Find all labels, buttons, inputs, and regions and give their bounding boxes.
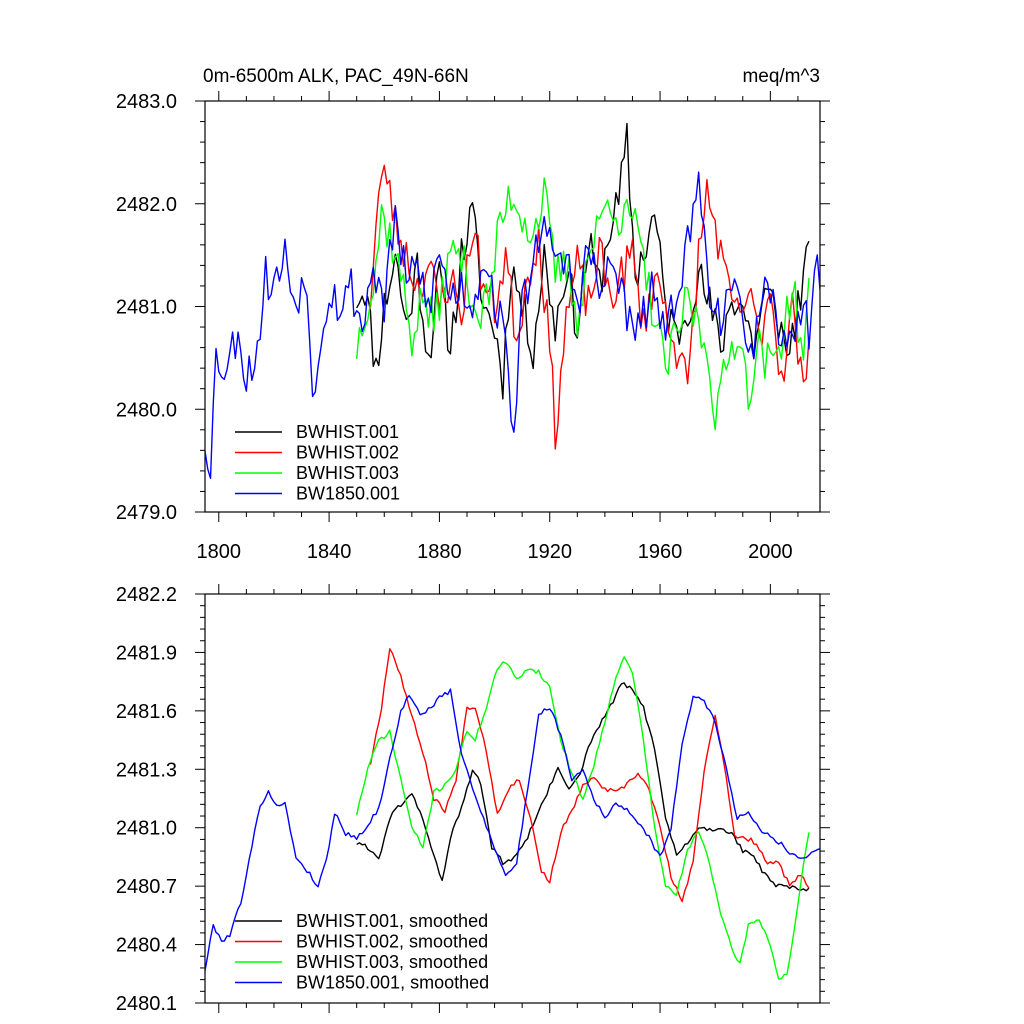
- x-tick-label: 1840: [307, 541, 352, 563]
- legend-label: BWHIST.001, smoothed: [296, 911, 488, 931]
- series-line: [369, 648, 810, 903]
- series-line: [205, 171, 820, 479]
- bottom-panel: 2480.1 2480.4 2480.7 2481.0 2481.3 2481.6 2481…: [116, 584, 830, 1015]
- x-tick-label: 1880: [417, 541, 462, 563]
- legend-label: BW1850.001, smoothed: [296, 973, 489, 993]
- y-tick-label: 2481.6: [116, 701, 177, 723]
- x-tick-label: 2000: [748, 541, 793, 563]
- x-tick-label: 1920: [527, 541, 572, 563]
- top-title: 0m-6500m ALK, PAC_49N-66N: [203, 66, 469, 87]
- y-tick-label: 2482.2: [116, 584, 177, 606]
- y-tick-label: 2481.0: [116, 297, 177, 319]
- legend-label: BWHIST.002, smoothed: [296, 932, 488, 952]
- top-units: meq/m^3: [742, 66, 820, 87]
- series-line: [356, 682, 810, 892]
- y-tick-label: 2483.0: [116, 91, 177, 113]
- legend-label: BWHIST.001: [296, 422, 399, 442]
- y-tick-label: 2480.0: [116, 399, 177, 421]
- y-tick-label: 2480.7: [116, 876, 177, 898]
- top-panel: 1800 1840 1880 1920 1960 2000 2479.0 2480.0 2481…: [116, 91, 830, 563]
- legend-label: BWHIST.003: [296, 463, 399, 483]
- y-tick-label: 2479.0: [116, 502, 177, 524]
- series-line: [356, 122, 810, 400]
- series-line: [369, 164, 810, 450]
- series-line: [355, 656, 810, 980]
- series-line: [205, 688, 820, 972]
- plot-frame: [204, 593, 821, 1004]
- legend-label: BWHIST.002: [296, 443, 399, 463]
- legend-label: BWHIST.003, smoothed: [296, 952, 488, 972]
- y-tick-label: 2481.3: [116, 759, 177, 781]
- y-tick-label: 2482.0: [116, 194, 177, 216]
- x-tick-label: 1800: [197, 541, 242, 563]
- legend-label: BW1850.001: [296, 484, 400, 504]
- y-tick-label: 2480.4: [116, 935, 177, 957]
- y-tick-label: 2481.9: [116, 642, 177, 664]
- y-tick-label: 2480.1: [116, 993, 177, 1015]
- x-tick-label: 1960: [638, 541, 683, 563]
- y-tick-label: 2481.0: [116, 818, 177, 840]
